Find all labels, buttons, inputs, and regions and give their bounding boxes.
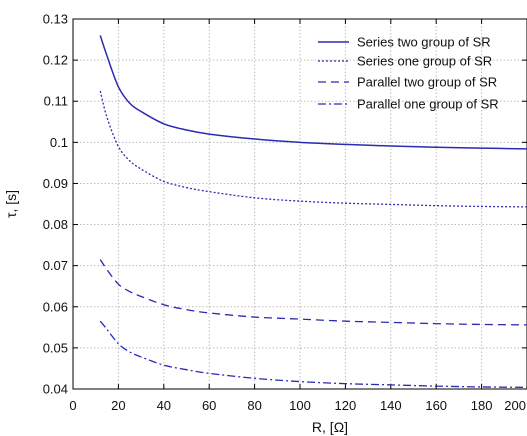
y-tick-label: 0.13 <box>43 12 68 27</box>
x-tick-label: 200 <box>504 398 526 413</box>
axis-ticks: 0 20 40 60 80 100 120 140 160 180 200 0.04 0.05 0.06 0… <box>43 12 527 413</box>
legend-label-4: Parallel one group of SR <box>357 97 499 112</box>
y-tick-label: 0.05 <box>43 340 68 355</box>
legend-label-1: Series two group of SR <box>357 35 491 50</box>
y-tick-label: 0.07 <box>43 258 68 273</box>
x-tick-label: 180 <box>471 398 493 413</box>
x-tick-label: 160 <box>425 398 447 413</box>
y-tick-label: 0.04 <box>43 382 68 397</box>
x-tick-label: 100 <box>289 398 311 413</box>
y-tick-label: 0.08 <box>43 217 68 232</box>
legend: Series two group of SR Series one group o… <box>318 35 499 112</box>
x-tick-label: 20 <box>111 398 125 413</box>
y-tick-label: 0.1 <box>50 135 68 150</box>
x-tick-label: 60 <box>202 398 216 413</box>
series-lines <box>99 35 527 389</box>
y-axis-title: τ, [s] <box>3 190 19 218</box>
y-tick-label: 0.12 <box>43 53 68 68</box>
x-tick-label: 140 <box>380 398 402 413</box>
x-axis-title: R, [Ω] <box>312 419 348 435</box>
x-tick-label: 0 <box>69 398 76 413</box>
x-tick-label: 80 <box>247 398 261 413</box>
y-tick-label: 0.09 <box>43 176 68 191</box>
legend-label-3: Parallel two group of SR <box>357 75 497 90</box>
y-tick-label: 0.06 <box>43 299 68 314</box>
series-line-1 <box>99 35 527 150</box>
x-tick-label: 40 <box>157 398 171 413</box>
series-line-3 <box>99 259 527 326</box>
legend-label-2: Series one group of SR <box>357 54 492 69</box>
x-tick-label: 120 <box>335 398 357 413</box>
series-line-2 <box>99 90 527 208</box>
series-line-4 <box>99 320 527 389</box>
grid <box>73 19 527 389</box>
y-tick-label: 0.11 <box>44 94 68 109</box>
